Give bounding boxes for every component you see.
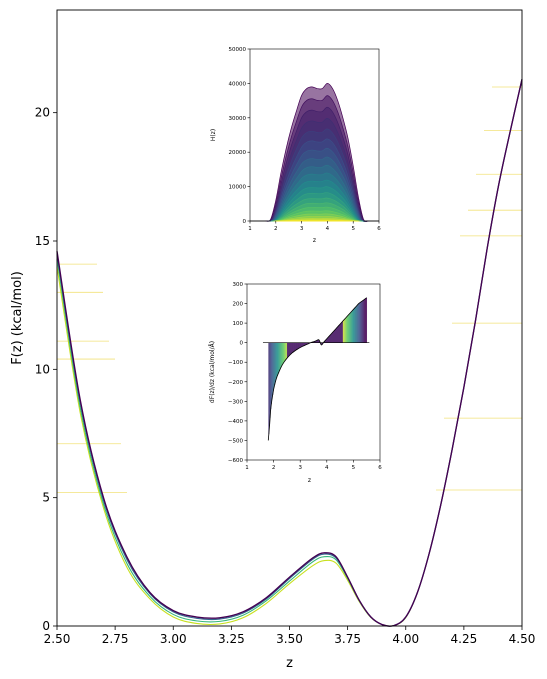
inset-y-axis-label: H(z) (210, 129, 217, 141)
inset-x-tick-label: 6 (377, 226, 381, 232)
y-tick-label: 15 (35, 234, 50, 248)
inset-x-tick-label: 1 (248, 226, 252, 232)
y-axis-label: F(z) (kcal/mol) (10, 271, 25, 365)
inset-y-tick-label: 40000 (229, 81, 247, 87)
inset-y-tick-label: 10000 (229, 185, 247, 191)
inset-x-tick-label: 2 (274, 226, 278, 232)
inset-x-tick-label: 6 (378, 465, 382, 471)
inset-x-tick-label: 5 (352, 465, 356, 471)
inset-y-tick-label: −600 (228, 458, 244, 464)
x-axis-label: z (286, 656, 293, 671)
inset-y-tick-label: 200 (233, 302, 244, 308)
y-tick-label: 0 (42, 619, 50, 633)
inset-y-tick-label: 30000 (229, 116, 247, 122)
inset-y-tick-label: −400 (228, 419, 244, 425)
x-tick-label: 4.50 (509, 632, 536, 646)
derivative-mean-line (267, 297, 367, 441)
inset-y-tick-label: 0 (243, 219, 247, 225)
inset-y-tick-label: −300 (228, 399, 244, 405)
inset-y-tick-label: −100 (228, 360, 244, 366)
inset-y-tick-label: 50000 (229, 47, 247, 53)
inset-y-tick-label: 100 (233, 321, 244, 327)
inset-x-axis-label: z (308, 477, 311, 484)
series-line (56, 79, 523, 627)
inset-x-tick-label: 3 (300, 226, 304, 232)
x-tick-label: 2.75 (102, 632, 129, 646)
inset-x-tick-label: 4 (325, 465, 329, 471)
inset-y-tick-label: 20000 (229, 150, 247, 156)
inset-y-tick-label: −200 (228, 380, 244, 386)
y-tick-label: 20 (35, 106, 50, 120)
x-tick-label: 2.50 (44, 632, 71, 646)
inset-x-axis-label: z (313, 237, 316, 244)
inset-x-tick-label: 3 (298, 465, 302, 471)
x-tick-label: 4.00 (392, 632, 419, 646)
inset-derivative: 1 2 3 4 5 6 300 200 100 0 −100 −200 −300 −400 −500 −600… (209, 282, 382, 484)
x-tick-label: 3.25 (218, 632, 245, 646)
inset-histogram: 1 2 3 4 5 6 0 10000 20000 30000 40000 50000 z H(z) (210, 47, 381, 244)
y-tick-label: 5 (42, 491, 50, 505)
x-tick-label: 4.25 (451, 632, 478, 646)
x-tick-label: 3.75 (334, 632, 361, 646)
x-tick-label: 3.00 (160, 632, 187, 646)
inset-x-tick-label: 4 (326, 226, 330, 232)
inset-y-tick-label: −500 (228, 438, 244, 444)
main-chart: 2.50 2.75 3.00 3.25 3.50 3.75 4.00 4.25 4.500510… (10, 9, 536, 671)
inset-y-axis-label: dF(z)/dz (kcal/mol/Å) (209, 341, 216, 403)
inset-x-tick-label: 1 (245, 465, 249, 471)
inset-x-tick-label: 2 (272, 465, 276, 471)
y-tick-label: 10 (35, 362, 50, 376)
x-tick-label: 3.50 (276, 632, 303, 646)
inset-y-tick-label: 0 (240, 341, 244, 347)
inset-x-tick-label: 5 (351, 226, 355, 232)
inset-y-tick-label: 300 (233, 282, 244, 288)
